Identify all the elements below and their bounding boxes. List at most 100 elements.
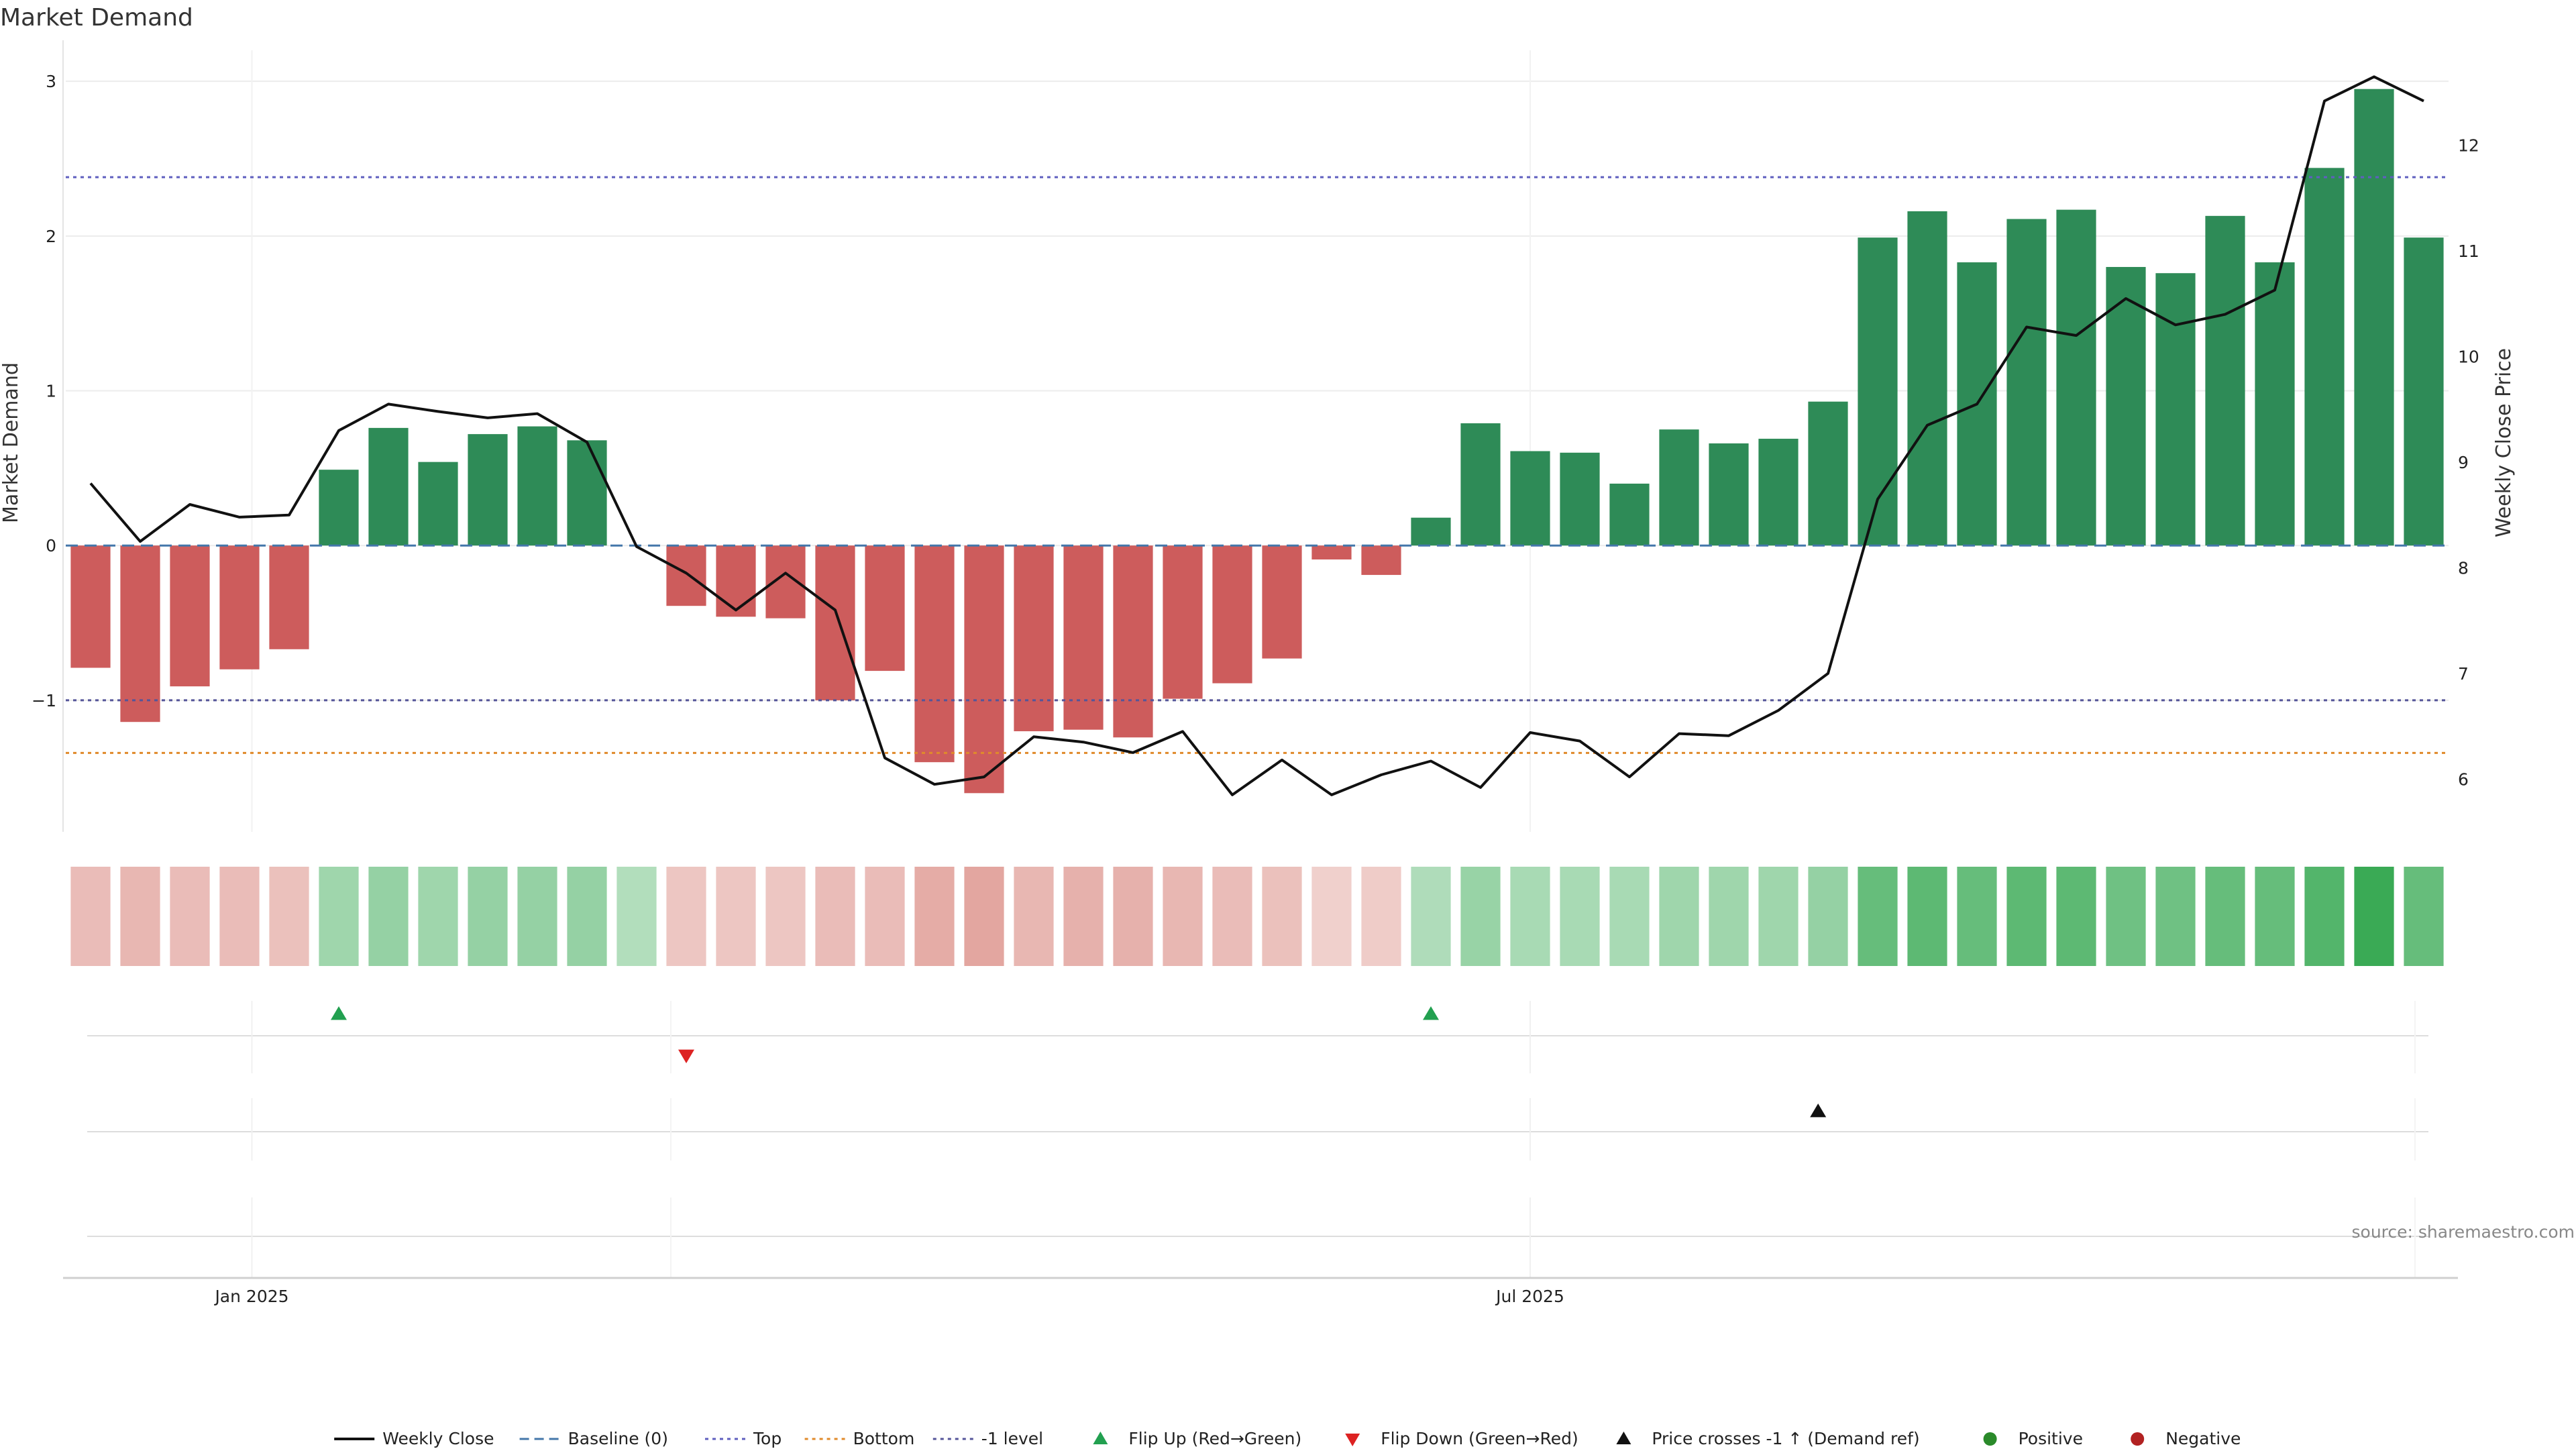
legend-label: Weekly Close bbox=[382, 1429, 494, 1448]
heat-cell bbox=[1212, 867, 1252, 966]
demand-heat-strip bbox=[70, 867, 2444, 966]
positive-bar bbox=[2006, 219, 2047, 546]
legend-item: Flip Down (Green→Red) bbox=[1345, 1429, 1578, 1448]
negative-bar bbox=[716, 545, 756, 617]
demand-bars bbox=[70, 89, 2444, 794]
heat-cell bbox=[2304, 867, 2345, 966]
legend-item: Top bbox=[705, 1429, 782, 1448]
legend-item: Positive bbox=[1983, 1429, 2083, 1448]
negative-bar bbox=[1262, 545, 1302, 659]
signal-panels bbox=[87, 1001, 2428, 1278]
legend-item: Weekly Close bbox=[334, 1429, 494, 1448]
y-tick-label: 2 bbox=[46, 227, 56, 246]
heat-cell bbox=[1808, 867, 1848, 966]
heat-cell bbox=[567, 867, 607, 966]
positive-bar bbox=[2304, 168, 2345, 546]
x-tick-label: Jan 2025 bbox=[213, 1287, 288, 1306]
heat-cell bbox=[2056, 867, 2096, 966]
heat-cell bbox=[1014, 867, 1054, 966]
price-cross-marker bbox=[1810, 1104, 1827, 1118]
heat-cell bbox=[1063, 867, 1104, 966]
legend-label: Top bbox=[753, 1429, 782, 1448]
positive-bar bbox=[1758, 439, 1799, 546]
negative-bar bbox=[269, 545, 309, 649]
legend-label: Bottom bbox=[853, 1429, 915, 1448]
heat-cell bbox=[964, 867, 1004, 966]
heat-cell bbox=[1659, 867, 1699, 966]
heat-cell bbox=[1361, 867, 1401, 966]
negative-bar bbox=[1361, 545, 1401, 576]
heat-cell bbox=[616, 867, 657, 966]
heat-cell bbox=[865, 867, 905, 966]
heat-cell bbox=[1907, 867, 1947, 966]
heat-cell bbox=[1460, 867, 1501, 966]
heat-cell bbox=[2255, 867, 2295, 966]
positive-bar bbox=[1609, 483, 1650, 546]
legend-item: Price crosses -1 ↑ (Demand ref) bbox=[1616, 1429, 1920, 1448]
positive-bar bbox=[1510, 451, 1550, 546]
level-lines bbox=[66, 176, 2449, 754]
heat-cell bbox=[1858, 867, 1898, 966]
y2-tick-label: 6 bbox=[2458, 769, 2469, 789]
positive-bar bbox=[1460, 423, 1501, 546]
heat-cell bbox=[1113, 867, 1153, 966]
heat-cell bbox=[914, 867, 955, 966]
heat-cell bbox=[716, 867, 756, 966]
positive-bar bbox=[1907, 211, 1947, 546]
positive-bar bbox=[2106, 266, 2146, 546]
heat-cell bbox=[1262, 867, 1302, 966]
y-tick-label: 0 bbox=[46, 536, 56, 555]
legend-item: Flip Up (Red→Green) bbox=[1093, 1429, 1301, 1448]
heat-cell bbox=[468, 867, 508, 966]
positive-bar bbox=[1709, 443, 1749, 546]
x-tick-label: Jul 2025 bbox=[1495, 1287, 1564, 1306]
positive-bar bbox=[468, 434, 508, 546]
negative-bar bbox=[964, 545, 1004, 794]
negative-bar bbox=[914, 545, 955, 763]
heat-cell bbox=[1609, 867, 1650, 966]
negative-bar bbox=[170, 545, 210, 687]
heat-cell bbox=[765, 867, 806, 966]
legend-label: Price crosses -1 ↑ (Demand ref) bbox=[1652, 1429, 1919, 1448]
legend-item: Bottom bbox=[804, 1429, 915, 1448]
positive-bar bbox=[2354, 89, 2394, 546]
legend-item: Negative bbox=[2131, 1429, 2241, 1448]
heat-cell bbox=[1560, 867, 1600, 966]
legend-label: Flip Down (Green→Red) bbox=[1381, 1429, 1578, 1448]
x-axis: Jan 2025 Jul 2025 bbox=[63, 1277, 2458, 1306]
heat-cell bbox=[319, 867, 359, 966]
heat-cell bbox=[418, 867, 458, 966]
positive-bar bbox=[567, 440, 607, 546]
y2-axis-label: Weekly Close Price bbox=[2492, 348, 2516, 537]
y2-tick-label: 8 bbox=[2458, 558, 2469, 578]
negative-bar bbox=[1212, 545, 1252, 684]
legend-item: -1 level bbox=[932, 1429, 1043, 1448]
negative-bar bbox=[1113, 545, 1153, 738]
positive-bar bbox=[418, 462, 458, 546]
y-axis-label: Market Demand bbox=[0, 362, 23, 523]
positive-bar bbox=[1411, 517, 1451, 546]
flip-up-marker bbox=[331, 1006, 347, 1020]
heat-cell bbox=[2155, 867, 2196, 966]
y-tick-label: 1 bbox=[46, 382, 56, 401]
negative-bar bbox=[1311, 545, 1352, 559]
negative-bar bbox=[1063, 545, 1104, 730]
heat-cell bbox=[2205, 867, 2245, 966]
negative-bar bbox=[1163, 545, 1203, 699]
heat-cell bbox=[368, 867, 409, 966]
legend-label: Negative bbox=[2165, 1429, 2241, 1448]
heat-cell bbox=[219, 867, 260, 966]
heat-cell bbox=[2106, 867, 2146, 966]
price-line-layer bbox=[89, 75, 2424, 796]
heat-cell bbox=[269, 867, 309, 966]
heat-cell bbox=[1957, 867, 1997, 966]
flip-down-marker bbox=[678, 1049, 694, 1063]
legend: Weekly Close Baseline (0) Top Bottom -1 leve… bbox=[334, 1429, 2241, 1448]
positive-bar bbox=[1808, 401, 1848, 546]
heat-cell bbox=[1510, 867, 1550, 966]
heat-cell bbox=[517, 867, 557, 966]
legend-item: Baseline (0) bbox=[519, 1429, 668, 1448]
positive-bar bbox=[368, 427, 409, 546]
positive-bar bbox=[319, 470, 359, 546]
